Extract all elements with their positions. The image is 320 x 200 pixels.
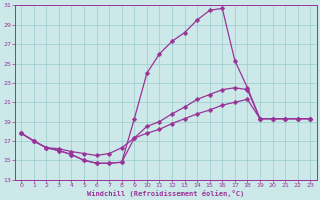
X-axis label: Windchill (Refroidissement éolien,°C): Windchill (Refroidissement éolien,°C) bbox=[87, 190, 244, 197]
